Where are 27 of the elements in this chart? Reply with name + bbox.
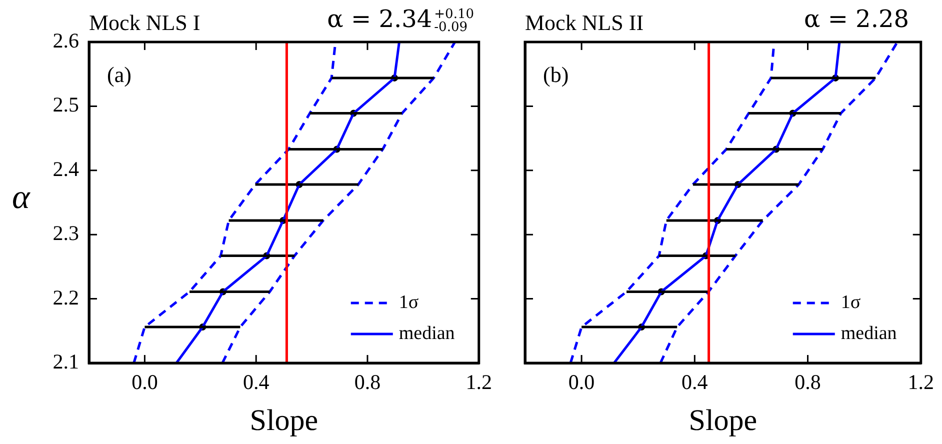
legend-label: 1σ [840,292,861,313]
legend-label: median [840,322,898,344]
x-tick-label: 0.8 [794,370,821,394]
chart-subtitle: α = 2.28 [804,4,909,34]
y-tick-label: 2.3 [52,221,79,246]
y-tick-label: 2.4 [52,156,80,181]
chart-title: Mock NLS II [525,10,644,36]
legend-label: 1σ [398,292,419,313]
y-tick-label: 2.1 [52,350,79,374]
x-tick-label: 1.2 [466,370,492,394]
y-tick-label: 2.2 [52,285,79,310]
x-tick-label: 1.2 [908,370,934,394]
x-tick-label: 0.4 [682,370,708,394]
x-tick-label: 0.0 [568,370,595,394]
x-axis-title: Slope [250,404,318,437]
x-tick-label: 0.8 [354,370,381,394]
annotation: (a) [107,62,132,87]
x-axis-title: Slope [688,404,758,437]
legend-label: median [398,322,456,344]
x-tick-label: 0.4 [242,370,270,394]
line-series [221,42,456,363]
chart-title: Mock NLS I [89,10,200,36]
x-tick-label: 0.0 [132,370,158,394]
annotation: (b) [543,62,569,87]
y-tick-label: 2.6 [52,28,79,53]
y-tick-label: 2.5 [52,92,79,117]
y-axis-title: α [12,178,30,216]
